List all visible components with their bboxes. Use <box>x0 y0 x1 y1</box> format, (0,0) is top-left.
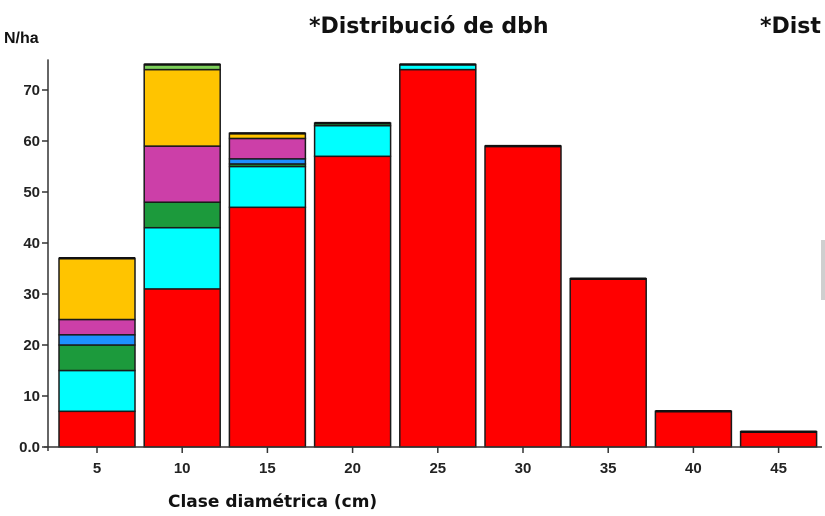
bar-segment-5-s5 <box>58 257 136 321</box>
y-tick-label-50: 50 <box>23 184 40 201</box>
bar-segment-10-s2 <box>143 201 221 229</box>
bar-segment-35-s0 <box>569 277 647 448</box>
bar-segment-10-s1 <box>143 226 221 290</box>
y-tick-label-10: 10 <box>23 388 40 405</box>
chart-title-secondary: *Dist <box>760 14 821 39</box>
bar-segment-5-s2 <box>58 344 136 372</box>
edge-decoration <box>821 240 825 300</box>
x-tick-label-30: 30 <box>515 460 532 477</box>
bar-segment-5-s0 <box>58 410 136 448</box>
x-tick-label-15: 15 <box>259 460 276 477</box>
x-tick-label-40: 40 <box>685 460 702 477</box>
bar-segment-20-s1 <box>313 124 392 158</box>
x-tick-label-10: 10 <box>174 460 191 477</box>
bar-segment-15-s4 <box>228 137 307 160</box>
x-tick-label-20: 20 <box>344 460 361 477</box>
y-tick-label-30: 30 <box>23 286 40 303</box>
bars-group <box>58 63 818 448</box>
x-tick-label-5: 5 <box>93 460 101 477</box>
chart-title: *Distribució de dbh <box>309 14 549 39</box>
bar-segment-15-s3 <box>228 158 307 165</box>
bar-segment-5-s1 <box>58 369 136 413</box>
y-tick-label-70: 70 <box>23 82 40 99</box>
bar-segment-10-s0 <box>143 288 221 448</box>
bar-segment-15-s0 <box>228 206 307 448</box>
bar-segment-40-s0 <box>654 410 733 448</box>
y-tick-label-0.0: 0.0 <box>19 439 40 456</box>
bar-segment-30-s0 <box>484 145 562 448</box>
bar-segment-10-s4 <box>143 145 221 203</box>
bar-segment-5-s4 <box>58 318 136 336</box>
bar-segment-5-s3 <box>58 334 136 346</box>
x-tick-label-25: 25 <box>429 460 446 477</box>
bar-segment-20-s0 <box>313 155 392 448</box>
y-tick-label-20: 20 <box>23 337 40 354</box>
axes-group: 5 10 15 20 25 30 35 40 45 0.0 10 20 30 40 50 60 70 <box>19 59 822 477</box>
x-tick-label-35: 35 <box>600 460 617 477</box>
x-tick-label-45: 45 <box>770 460 787 477</box>
y-tick-label-60: 60 <box>23 133 40 150</box>
bar-segment-45-s0 <box>739 430 818 448</box>
y-axis-label: N/ha <box>4 30 39 47</box>
x-axis-label: Clase diamétrica (cm) <box>168 492 378 512</box>
bar-segment-15-s1 <box>228 165 307 209</box>
bar-segment-10-s5 <box>143 68 221 147</box>
bar-segment-25-s0 <box>399 68 477 448</box>
y-tick-label-40: 40 <box>23 235 40 252</box>
